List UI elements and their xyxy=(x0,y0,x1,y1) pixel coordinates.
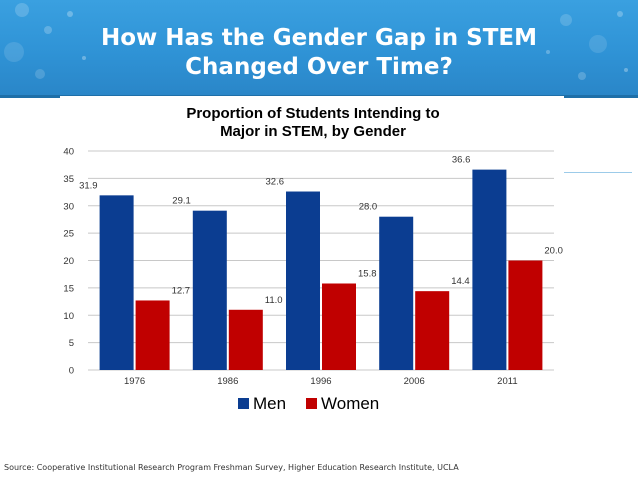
y-tick-label: 5 xyxy=(69,338,74,349)
bar-men-2011 xyxy=(472,169,507,370)
bar-men-1976 xyxy=(99,195,134,370)
data-label-women-1986: 11.0 xyxy=(265,295,283,306)
slide-title-line-1: How Has the Gender Gap in STEM xyxy=(100,25,537,51)
y-tick-label: 40 xyxy=(63,147,74,158)
data-label-men-1986: 29.1 xyxy=(172,196,191,207)
legend-label-men: Men xyxy=(253,394,286,413)
bar-men-1986 xyxy=(192,210,227,370)
data-label-women-2011: 20.0 xyxy=(544,246,563,257)
source-note: Source: Cooperative Institutional Resear… xyxy=(4,463,459,472)
bar-women-1986 xyxy=(228,309,263,370)
data-label-men-1976: 31.9 xyxy=(79,180,98,191)
bar-men-1996 xyxy=(286,191,320,370)
legend-label-women: Women xyxy=(321,394,379,413)
x-tick-label-1986: 1986 xyxy=(217,376,238,387)
title-banner xyxy=(0,0,638,95)
bar-women-1976 xyxy=(135,300,170,370)
x-tick-label-1976: 1976 xyxy=(124,376,145,387)
slide-title-line-2: Changed Over Time? xyxy=(185,54,453,80)
y-tick-label: 35 xyxy=(63,174,74,185)
bubble-decoration xyxy=(4,3,628,80)
y-tick-label: 30 xyxy=(63,201,74,212)
y-tick-label: 20 xyxy=(63,256,74,267)
data-label-women-1976: 12.7 xyxy=(172,285,191,296)
x-tick-label-2006: 2006 xyxy=(404,376,425,387)
bar-women-1996 xyxy=(322,283,356,370)
decorative-rule xyxy=(556,172,632,173)
y-tick-label: 0 xyxy=(69,366,74,377)
data-label-women-2006: 14.4 xyxy=(451,276,470,287)
legend-swatch-men xyxy=(238,398,249,409)
bar-men-2006 xyxy=(379,216,414,370)
stem-gender-bar-chart: Proportion of Students Intending toMajor… xyxy=(63,105,563,413)
bar-women-2006 xyxy=(415,291,450,370)
data-label-men-1996: 32.6 xyxy=(266,177,285,188)
y-tick-label: 15 xyxy=(63,283,74,294)
y-tick-label: 10 xyxy=(63,311,74,322)
chart-title-line-1: Proportion of Students Intending to xyxy=(186,105,439,122)
slide-title: How Has the Gender Gap in STEM Changed O… xyxy=(90,24,548,82)
chart-panel: Proportion of Students Intending to Major… xyxy=(60,96,564,428)
data-label-men-2006: 28.0 xyxy=(359,202,378,213)
chart-title-line-2: Major in STEM, by Gender xyxy=(220,123,406,140)
data-label-men-2011: 36.6 xyxy=(452,155,471,166)
x-tick-label-1996: 1996 xyxy=(310,376,331,387)
x-tick-label-2011: 2011 xyxy=(497,376,517,387)
bar-women-2011 xyxy=(508,260,543,370)
legend-swatch-women xyxy=(306,398,317,409)
data-label-women-1996: 15.8 xyxy=(358,268,377,279)
y-tick-label: 25 xyxy=(63,229,74,240)
